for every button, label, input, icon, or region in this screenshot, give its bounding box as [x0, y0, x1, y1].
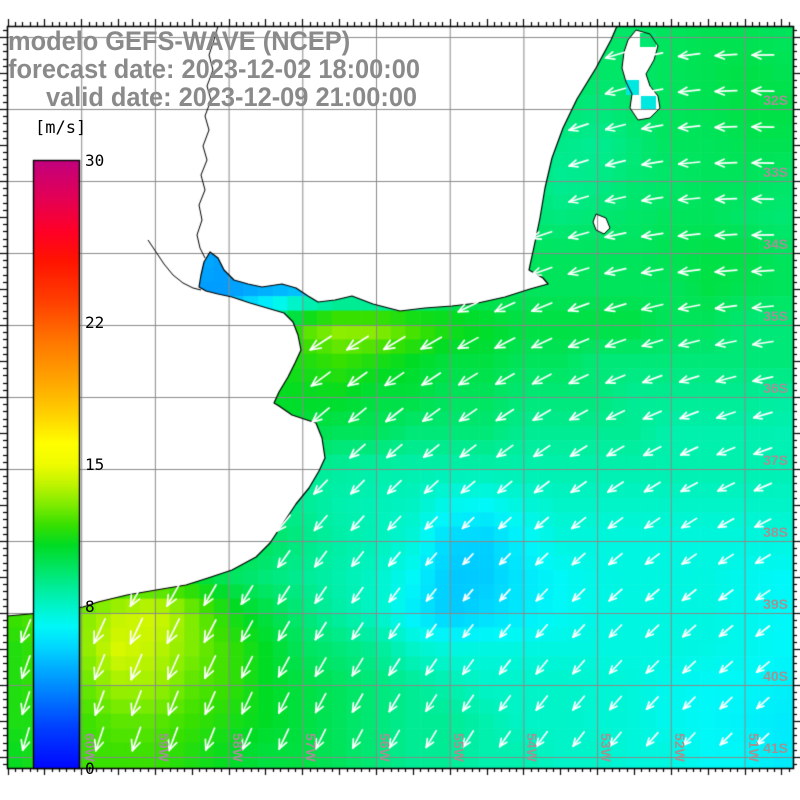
lon-axis-label: 52W — [671, 733, 688, 762]
colorbar-tick-label: 0 — [85, 759, 95, 778]
lat-axis-label: 37S — [763, 452, 788, 468]
title-model-line: modelo GEFS-WAVE (NCEP) — [8, 26, 351, 56]
title-valid-date-line: valid date: 2023-12-09 21:00:00 — [46, 82, 418, 112]
lat-axis-label: 33S — [763, 164, 788, 180]
lat-axis-label: 32S — [763, 92, 788, 108]
lat-axis-label: 38S — [763, 524, 788, 540]
lon-axis-label: 58W — [229, 733, 246, 762]
colorbar-tick-label: 8 — [85, 596, 95, 616]
lon-axis-label: 51W — [745, 733, 762, 762]
lat-axis-label: 35S — [763, 308, 788, 324]
title-forecast-date-line: forecast date: 2023-12-02 18:00:00 — [8, 54, 420, 84]
lat-axis-label: 36S — [763, 380, 788, 396]
lon-axis-label: 59W — [155, 733, 172, 762]
lat-axis-label: 40S — [763, 668, 788, 684]
lon-axis-label: 55W — [450, 733, 467, 762]
lon-axis-label: 57W — [303, 733, 320, 762]
colorbar-unit-label: [m/s] — [35, 118, 87, 138]
lon-axis-label: 54W — [524, 733, 541, 762]
lon-axis-label: 56W — [377, 733, 393, 762]
colorbar-tick-label: 15 — [85, 455, 105, 474]
colorbar-tick-label: 22 — [85, 313, 105, 333]
colorbar-tick-label: 30 — [85, 151, 105, 170]
lon-axis-label: 60W — [82, 733, 99, 762]
lat-axis-label: 34S — [763, 236, 788, 252]
lon-axis-label: 53W — [598, 733, 615, 762]
lat-axis-label: 41S — [763, 740, 788, 756]
lat-axis-label: 39S — [763, 596, 788, 612]
